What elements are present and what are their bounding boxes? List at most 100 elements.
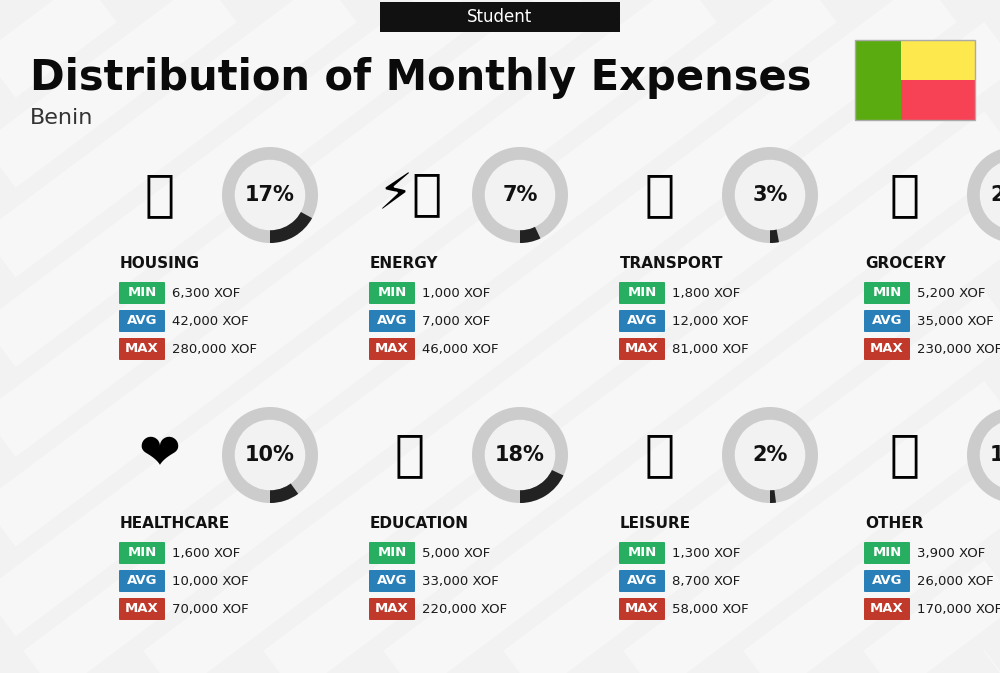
Text: 170,000 XOF: 170,000 XOF (917, 602, 1000, 616)
Text: 12,000 XOF: 12,000 XOF (672, 314, 749, 328)
Circle shape (980, 160, 1000, 229)
Text: 33,000 XOF: 33,000 XOF (422, 575, 499, 588)
Text: MIN: MIN (377, 546, 407, 559)
Text: 5,000 XOF: 5,000 XOF (422, 546, 490, 559)
FancyBboxPatch shape (864, 282, 910, 304)
FancyBboxPatch shape (619, 570, 665, 592)
Wedge shape (520, 226, 540, 243)
Text: 7%: 7% (502, 185, 538, 205)
Text: LEISURE: LEISURE (620, 516, 691, 530)
FancyBboxPatch shape (864, 598, 910, 620)
Text: 8,700 XOF: 8,700 XOF (672, 575, 740, 588)
Text: 26,000 XOF: 26,000 XOF (917, 575, 994, 588)
Bar (901, 80, 975, 120)
Circle shape (485, 160, 555, 229)
Text: ENERGY: ENERGY (370, 256, 438, 271)
Text: AVG: AVG (377, 314, 407, 328)
Text: EDUCATION: EDUCATION (370, 516, 469, 530)
Wedge shape (967, 147, 1000, 243)
Wedge shape (722, 407, 818, 503)
Text: 17%: 17% (245, 185, 295, 205)
Text: AVG: AVG (627, 575, 657, 588)
FancyBboxPatch shape (619, 542, 665, 564)
Wedge shape (270, 211, 312, 243)
Text: 🏢: 🏢 (145, 171, 175, 219)
FancyBboxPatch shape (369, 282, 415, 304)
Text: 1,000 XOF: 1,000 XOF (422, 287, 490, 299)
Text: 280,000 XOF: 280,000 XOF (172, 343, 257, 355)
Text: TRANSPORT: TRANSPORT (620, 256, 724, 271)
Text: 42,000 XOF: 42,000 XOF (172, 314, 249, 328)
FancyBboxPatch shape (619, 282, 665, 304)
Text: 24%: 24% (990, 185, 1000, 205)
Text: 3%: 3% (752, 185, 788, 205)
Text: MAX: MAX (125, 343, 159, 355)
Text: 10%: 10% (245, 445, 295, 465)
Text: 81,000 XOF: 81,000 XOF (672, 343, 749, 355)
Text: 💰: 💰 (890, 431, 920, 479)
Bar (855, 40, 901, 120)
Bar (855, 40, 975, 120)
Text: 18%: 18% (495, 445, 545, 465)
Text: Distribution of Monthly Expenses: Distribution of Monthly Expenses (30, 57, 812, 99)
FancyBboxPatch shape (619, 310, 665, 332)
FancyBboxPatch shape (864, 338, 910, 360)
Text: MAX: MAX (870, 602, 904, 616)
Text: AVG: AVG (127, 314, 157, 328)
Text: AVG: AVG (127, 575, 157, 588)
Wedge shape (472, 407, 568, 503)
Text: MAX: MAX (375, 343, 409, 355)
FancyBboxPatch shape (119, 282, 165, 304)
Circle shape (235, 421, 305, 489)
Text: ❤️: ❤️ (139, 431, 181, 479)
Text: Student: Student (467, 8, 533, 26)
Text: HEALTHCARE: HEALTHCARE (120, 516, 230, 530)
Circle shape (735, 421, 805, 489)
Wedge shape (520, 470, 563, 503)
FancyBboxPatch shape (119, 542, 165, 564)
Text: 1,600 XOF: 1,600 XOF (172, 546, 240, 559)
Text: 6,300 XOF: 6,300 XOF (172, 287, 240, 299)
FancyBboxPatch shape (619, 598, 665, 620)
Bar (901, 40, 975, 80)
Text: 70,000 XOF: 70,000 XOF (172, 602, 249, 616)
Wedge shape (222, 407, 318, 503)
Wedge shape (770, 229, 779, 243)
FancyBboxPatch shape (864, 310, 910, 332)
Text: MAX: MAX (375, 602, 409, 616)
FancyBboxPatch shape (119, 598, 165, 620)
Text: 1,800 XOF: 1,800 XOF (672, 287, 740, 299)
Text: MAX: MAX (125, 602, 159, 616)
Text: 3,900 XOF: 3,900 XOF (917, 546, 985, 559)
Text: 2%: 2% (752, 445, 788, 465)
FancyBboxPatch shape (369, 570, 415, 592)
Text: MIN: MIN (127, 287, 157, 299)
Text: AVG: AVG (627, 314, 657, 328)
Wedge shape (472, 147, 568, 243)
FancyBboxPatch shape (864, 542, 910, 564)
Text: MAX: MAX (870, 343, 904, 355)
Wedge shape (722, 147, 818, 243)
Text: MIN: MIN (377, 287, 407, 299)
FancyBboxPatch shape (369, 598, 415, 620)
Text: OTHER: OTHER (865, 516, 923, 530)
Text: MAX: MAX (625, 602, 659, 616)
Text: Benin: Benin (30, 108, 93, 128)
FancyBboxPatch shape (380, 2, 620, 32)
Text: 🎓: 🎓 (395, 431, 425, 479)
FancyBboxPatch shape (369, 542, 415, 564)
Text: MIN: MIN (872, 546, 902, 559)
Text: 🛍️: 🛍️ (645, 431, 675, 479)
Wedge shape (770, 489, 776, 503)
Text: 35,000 XOF: 35,000 XOF (917, 314, 994, 328)
Text: GROCERY: GROCERY (865, 256, 946, 271)
FancyBboxPatch shape (119, 310, 165, 332)
Text: 7,000 XOF: 7,000 XOF (422, 314, 490, 328)
Text: MIN: MIN (872, 287, 902, 299)
Text: AVG: AVG (377, 575, 407, 588)
Circle shape (735, 160, 805, 229)
Text: AVG: AVG (872, 575, 902, 588)
Circle shape (980, 421, 1000, 489)
Text: MIN: MIN (627, 287, 657, 299)
Text: ⚡🏠: ⚡🏠 (377, 171, 443, 219)
